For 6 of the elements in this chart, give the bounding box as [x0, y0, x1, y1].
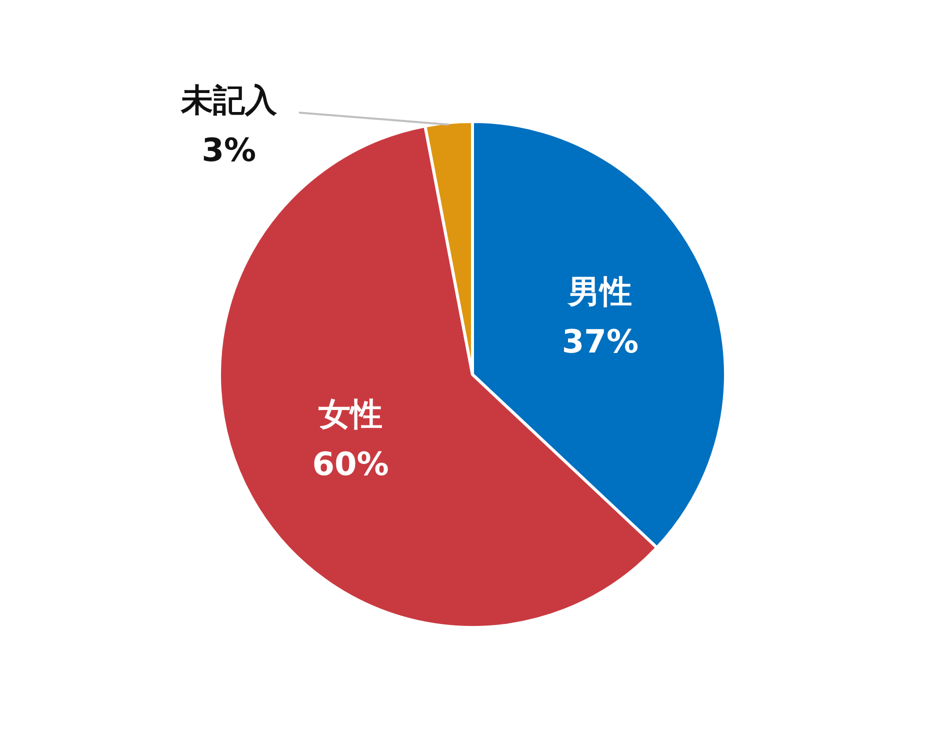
data-label: 3%	[202, 130, 256, 169]
slice-label: 男性	[567, 272, 632, 311]
data-label: 37%	[562, 322, 638, 361]
slice-label: 未記入	[180, 80, 278, 119]
slice-label: 女性	[318, 394, 383, 433]
data-label: 60%	[312, 444, 389, 483]
